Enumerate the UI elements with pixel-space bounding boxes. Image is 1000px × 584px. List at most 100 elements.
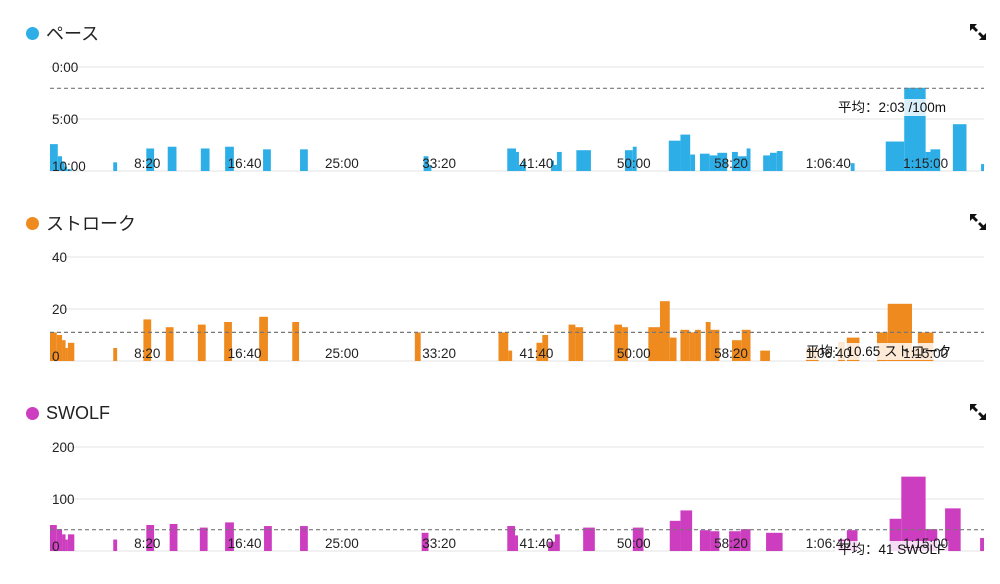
swolf-bar[interactable] [65,539,68,551]
pace-bar[interactable] [699,153,710,171]
pace-bar[interactable] [746,148,751,171]
stroke-bar[interactable] [568,324,576,361]
pace-bar[interactable] [300,149,308,171]
swolf-bar[interactable] [710,531,720,551]
swolf-bar[interactable] [740,529,751,551]
swolf-bar[interactable] [548,541,555,551]
pace-expand-icon[interactable] [969,23,987,41]
swolf-bar[interactable] [669,520,681,551]
stroke-bar[interactable] [741,329,751,361]
swolf-bar[interactable] [945,508,961,551]
swolf-bar[interactable] [507,526,516,551]
stroke-bar[interactable] [710,329,720,361]
swolf-bar[interactable] [729,531,741,551]
stroke-bar[interactable] [165,327,174,361]
swolf-bar[interactable] [225,522,234,551]
pace-bar[interactable] [576,150,591,171]
stroke-bar[interactable] [575,327,584,361]
swolf-bar[interactable] [169,523,178,551]
pace-bar[interactable] [776,151,783,171]
pace-bar[interactable] [930,149,941,171]
swolf-bar[interactable] [699,530,711,551]
swolf-bar[interactable] [889,518,902,551]
pace-bar[interactable] [709,155,718,171]
pace-bar[interactable] [428,164,432,171]
pace-bar[interactable] [925,151,931,171]
pace-bar[interactable] [507,148,517,171]
stroke-bar[interactable] [680,329,690,361]
stroke-bar[interactable] [259,316,268,361]
pace-bar[interactable] [62,162,65,171]
pace-bar[interactable] [225,146,234,171]
swolf-bar[interactable] [980,538,984,551]
pace-bar[interactable] [732,151,738,171]
stroke-bar[interactable] [614,324,623,361]
swolf-bar[interactable] [680,510,693,551]
pace-bar[interactable] [67,169,72,171]
pace-bar[interactable] [850,163,855,171]
stroke-bar[interactable] [65,348,68,361]
stroke-bar[interactable] [414,332,421,361]
swolf-bar[interactable] [264,526,272,551]
swolf-bar[interactable] [901,476,926,551]
pace-bar[interactable] [167,146,177,171]
stroke-bar[interactable] [498,332,509,361]
stroke-bar[interactable] [50,332,57,361]
swolf-bar[interactable] [113,539,118,551]
stroke-bar[interactable] [292,322,300,361]
stroke-bar[interactable] [705,322,711,361]
pace-bar[interactable] [551,160,554,171]
pace-bar[interactable] [50,144,58,171]
pace-bar[interactable] [146,148,155,171]
stroke-bar[interactable] [660,301,670,361]
pace-bar[interactable] [690,154,696,171]
pace-bar[interactable] [885,141,905,171]
pace-bar[interactable] [423,156,429,171]
pace-bar[interactable] [632,146,637,171]
stroke-bar[interactable] [622,327,628,361]
swolf-bar[interactable] [925,529,938,551]
stroke-bar[interactable] [143,319,152,361]
pace-bar[interactable] [200,148,210,171]
swolf-bar[interactable] [146,525,155,551]
pace-bar[interactable] [553,164,557,171]
stroke-bar[interactable] [695,329,701,361]
swolf-expand-icon[interactable] [969,403,987,421]
pace-bar[interactable] [769,152,777,171]
swolf-bar[interactable] [421,532,429,551]
pace-bar[interactable] [57,156,63,171]
pace-bar[interactable] [763,155,770,171]
pace-bar[interactable] [737,156,747,171]
pace-bar[interactable] [64,166,68,171]
stroke-bar[interactable] [67,342,75,361]
swolf-bar[interactable] [632,527,644,551]
pace-bar[interactable] [717,152,728,171]
swolf-bar[interactable] [62,534,66,551]
stroke-bar[interactable] [669,337,677,361]
pace-bar[interactable] [981,164,984,171]
stroke-bar[interactable] [732,340,742,361]
swolf-bar[interactable] [583,527,595,551]
stroke-bar[interactable] [536,342,543,361]
swolf-bar[interactable] [300,526,308,551]
pace-bar[interactable] [668,140,681,171]
stroke-bar[interactable] [760,350,770,361]
stroke-bar[interactable] [56,335,63,361]
pace-bar[interactable] [522,161,526,171]
pace-bar[interactable] [263,149,271,171]
swolf-bar[interactable] [199,527,208,551]
swolf-bar[interactable] [515,535,518,551]
pace-bar[interactable] [518,164,523,171]
stroke-bar[interactable] [689,332,696,361]
stroke-bar[interactable] [224,322,232,361]
stroke-bar[interactable] [648,327,661,361]
swolf-bar[interactable] [56,529,63,551]
pace-bar[interactable] [113,162,118,171]
pace-bar[interactable] [680,134,691,171]
swolf-bar[interactable] [554,534,560,551]
pace-bar[interactable] [952,124,967,171]
swolf-bar[interactable] [50,525,57,551]
stroke-expand-icon[interactable] [969,213,987,231]
pace-bar[interactable] [624,150,633,171]
stroke-bar[interactable] [197,324,206,361]
